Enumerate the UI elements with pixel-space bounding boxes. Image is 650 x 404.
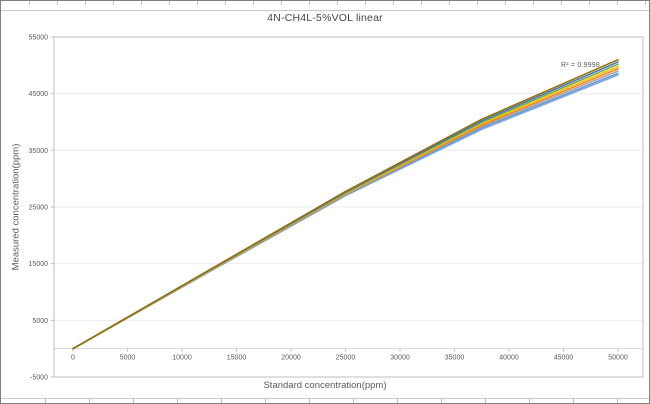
chart-object-top-border: [1, 10, 649, 11]
data-line-series-8: [72, 74, 619, 350]
data-line-series-5: [72, 67, 619, 350]
x-tick-label: 5000: [120, 355, 136, 362]
data-line-series-6: [72, 70, 619, 350]
y-tick-label: 15000: [29, 261, 49, 268]
x-tick-label: 45000: [554, 355, 574, 362]
y-tick-label: 5000: [32, 318, 48, 325]
data-line-series-4: [72, 65, 619, 350]
y-axis-title: Measured concentration(ppm): [10, 143, 22, 271]
x-tick-label: 50000: [608, 355, 628, 362]
x-tick-label: 30000: [390, 355, 410, 362]
y-tick-label: 25000: [29, 205, 49, 212]
x-tick-label: 0: [71, 355, 75, 362]
data-line-series-7: [72, 72, 619, 350]
x-axis-title: Standard concentration(ppm): [263, 380, 387, 391]
x-tick-label: 25000: [336, 355, 356, 362]
chart-title: 4N-CH4L-5%VOL linear: [267, 12, 383, 24]
y-tick-label: 55000: [29, 35, 49, 42]
r-squared-annotation: R² = 0.9998: [561, 62, 600, 69]
x-tick-label: 40000: [499, 355, 519, 362]
x-tick-label: 15000: [227, 355, 247, 362]
chart-object-bottom-border: [1, 398, 649, 399]
worksheet-column-ticks-top: [2, 1, 648, 5]
y-tick-label: -5000: [30, 375, 48, 382]
y-tick-label: 45000: [29, 91, 49, 98]
x-tick-label: 20000: [281, 355, 301, 362]
x-tick-label: 35000: [445, 355, 465, 362]
y-tick-label: 35000: [29, 148, 49, 155]
x-tick-label: 10000: [172, 355, 192, 362]
data-line-series-1: [72, 58, 619, 350]
worksheet-column-ticks-bottom: [2, 399, 648, 403]
